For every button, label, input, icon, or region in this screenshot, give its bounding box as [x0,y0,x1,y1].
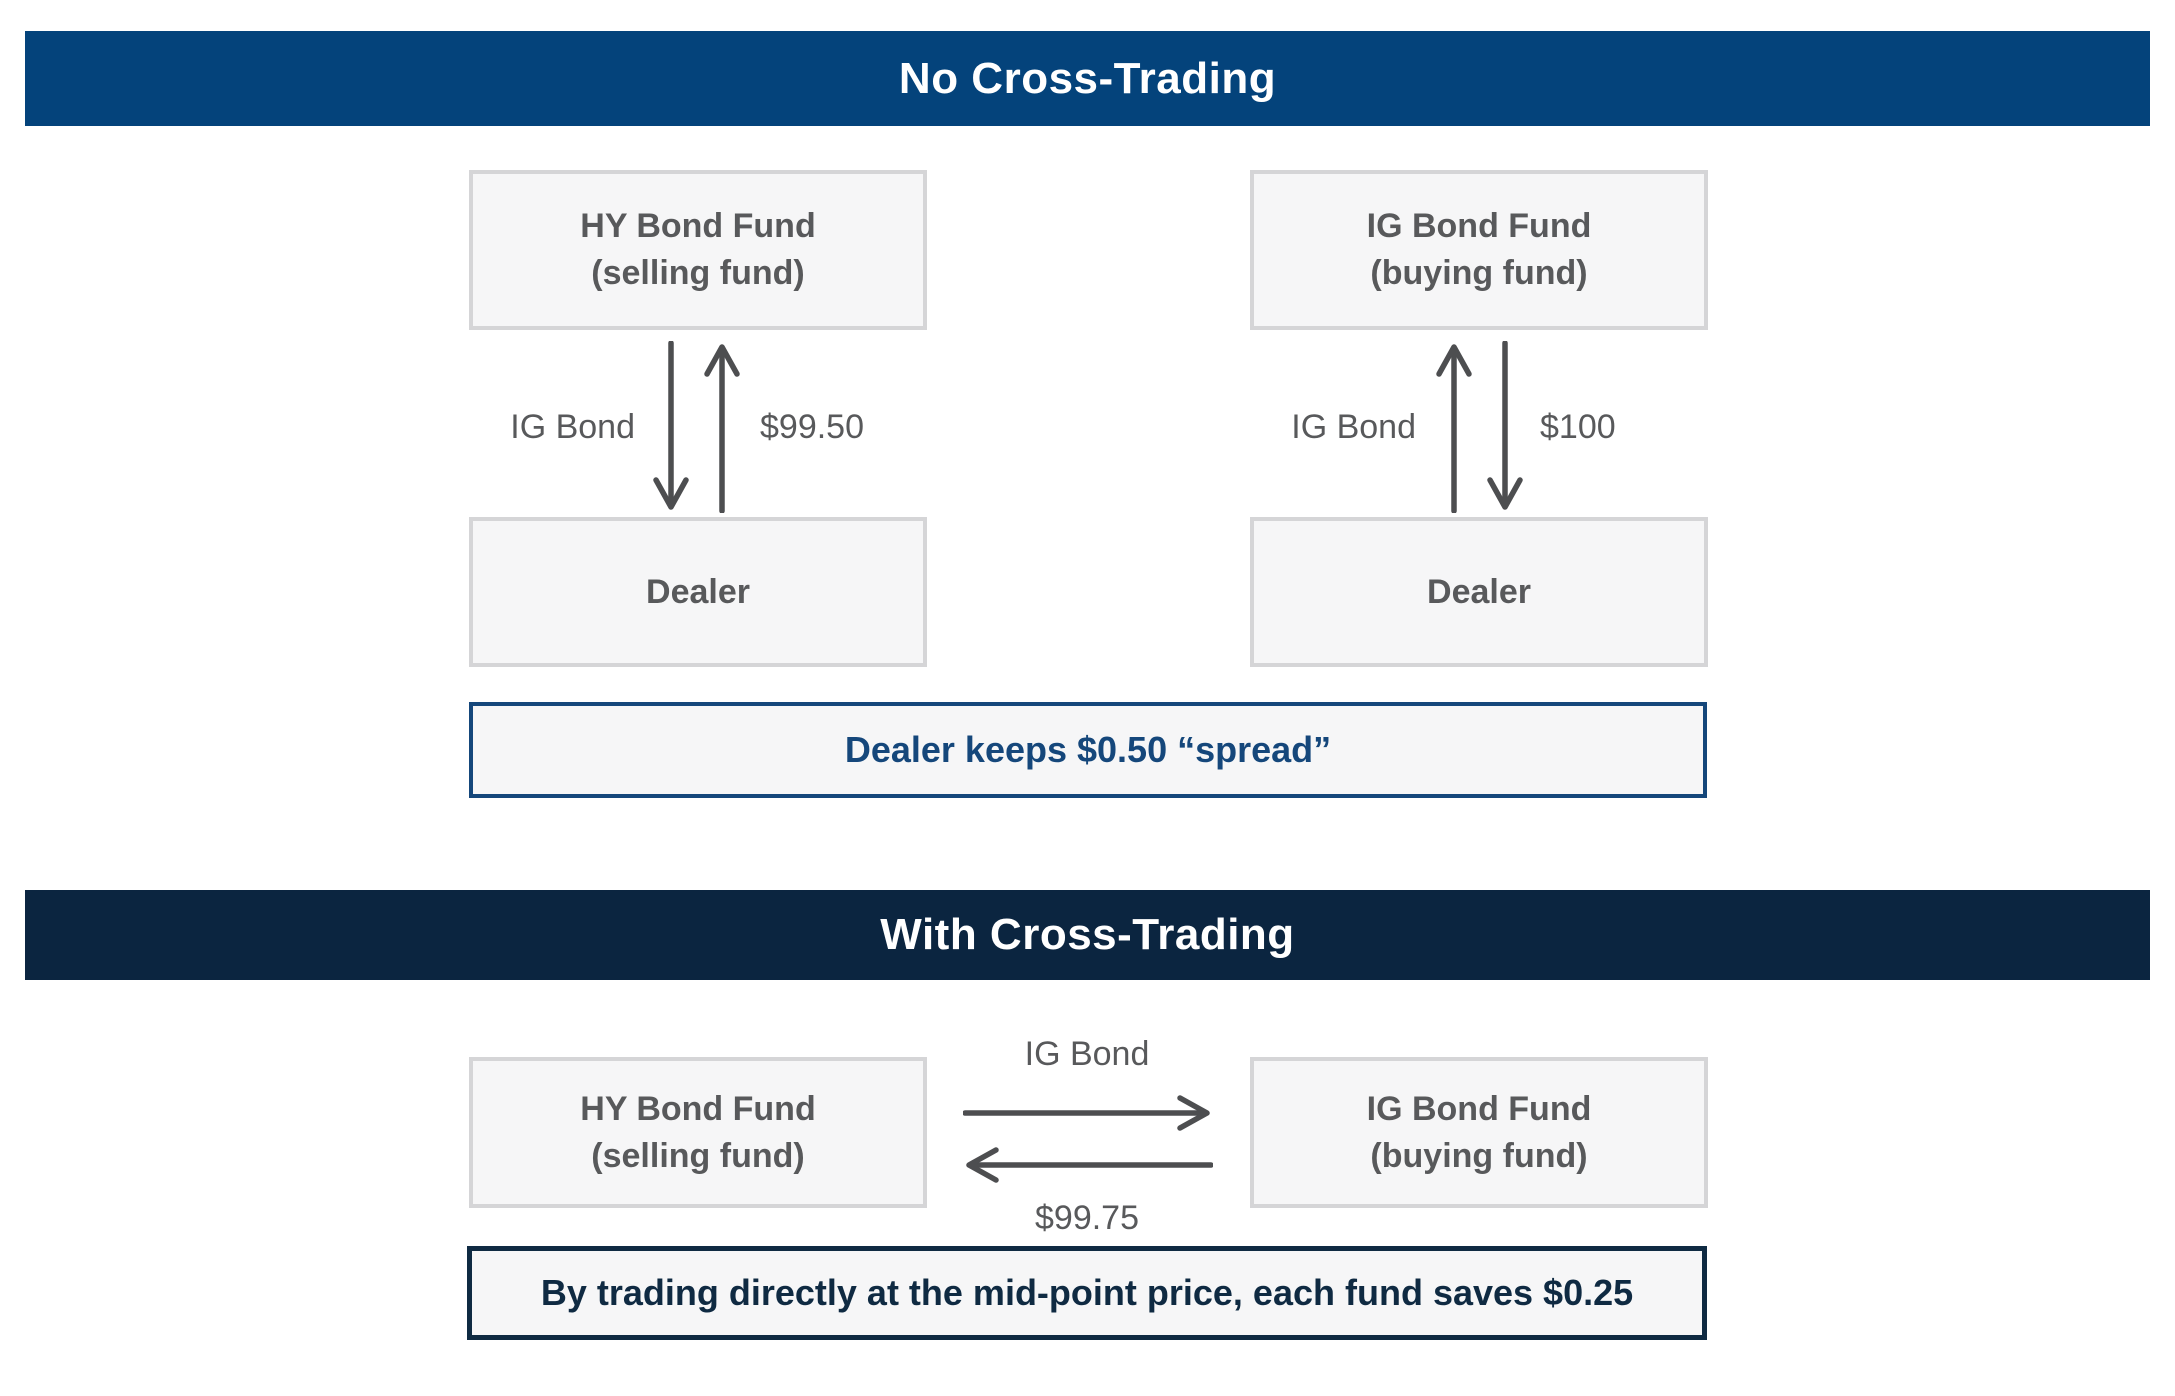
seller-fund-role: (selling fund) [591,1136,805,1175]
spread-callout-box: Dealer keeps $0.50 “spread” [469,702,1707,798]
section1-header-bar: No Cross-Trading [25,31,2150,126]
buyer-fund-name: IG Bond Fund [1366,1089,1592,1128]
buyer-fund-box: IG Bond Fund (buying fund) [1250,1057,1708,1208]
bond-up-arrow-icon [1436,344,1472,513]
section2-title: With Cross-Trading [880,910,1295,959]
seller-fund-box: HY Bond Fund (selling fund) [469,1057,927,1208]
ig-bond-fund-box: IG Bond Fund (buying fund) [1250,170,1708,330]
spread-callout-text: Dealer keeps $0.50 “spread” [844,729,1332,770]
right-cash-label: $100 [1540,408,1616,446]
savings-callout-box: By trading directly at the mid-point pri… [467,1246,1707,1340]
hy-bond-fund-box: HY Bond Fund (selling fund) [469,170,927,330]
right-asset-label: IG Bond [1291,408,1416,446]
left-asset-label: IG Bond [510,408,635,446]
savings-callout-text: By trading directly at the mid-point pri… [540,1272,1634,1313]
right-dealer-label: Dealer [1427,572,1531,611]
cash-down-arrow-icon [1487,341,1523,510]
ig-fund-name: IG Bond Fund [1366,207,1592,245]
section2-header-bar: With Cross-Trading [25,890,2150,980]
cash-up-arrow-icon [704,344,740,513]
left-dealer-label: Dealer [646,572,750,611]
hy-fund-role: (selling fund) [591,254,805,292]
left-dealer-box: Dealer [469,517,927,667]
right-dealer-box: Dealer [1250,517,1708,667]
ig-fund-role: (buying fund) [1370,254,1588,292]
section1-title: No Cross-Trading [898,53,1277,103]
hy-fund-name: HY Bond Fund [580,207,816,245]
cross-price-label: $99.75 [1035,1199,1139,1237]
buyer-fund-role: (buying fund) [1370,1136,1588,1175]
bond-right-arrow-icon [963,1095,1210,1131]
cross-asset-label: IG Bond [1024,1035,1150,1073]
bond-down-arrow-icon [653,341,689,510]
seller-fund-name: HY Bond Fund [580,1089,816,1128]
left-cash-label: $99.50 [760,408,864,446]
cash-left-arrow-icon [966,1147,1213,1183]
